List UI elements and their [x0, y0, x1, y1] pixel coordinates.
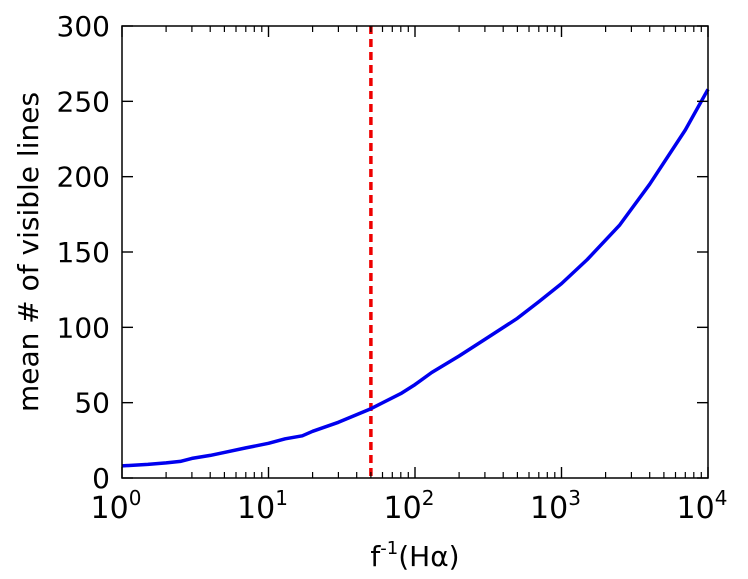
- y-tick-label: 100: [57, 311, 110, 344]
- series-line: [121, 88, 710, 468]
- y-tick-label: 0: [92, 462, 110, 495]
- y-tick-label: 250: [57, 85, 110, 118]
- axes-frame: [121, 25, 709, 479]
- y-tick-label: 150: [57, 236, 110, 269]
- y-tick-label: 300: [57, 10, 110, 43]
- x-tick-label: 103: [530, 486, 581, 526]
- axis-ticks: 100 101 102 103 104 0 50 100 150 200 250 300: [57, 10, 728, 526]
- x-tick-label: 102: [384, 486, 435, 526]
- y-axis-label: mean # of visible lines: [12, 92, 45, 412]
- x-tick-label: 101: [237, 486, 288, 526]
- y-tick-label: 50: [74, 387, 110, 420]
- x-axis-label: f-1(Hα): [370, 538, 459, 573]
- x-tick-label: 100: [91, 486, 142, 526]
- y-tick-label: 200: [57, 161, 110, 194]
- x-tick-label: 104: [677, 486, 728, 526]
- data-marks: [121, 26, 710, 478]
